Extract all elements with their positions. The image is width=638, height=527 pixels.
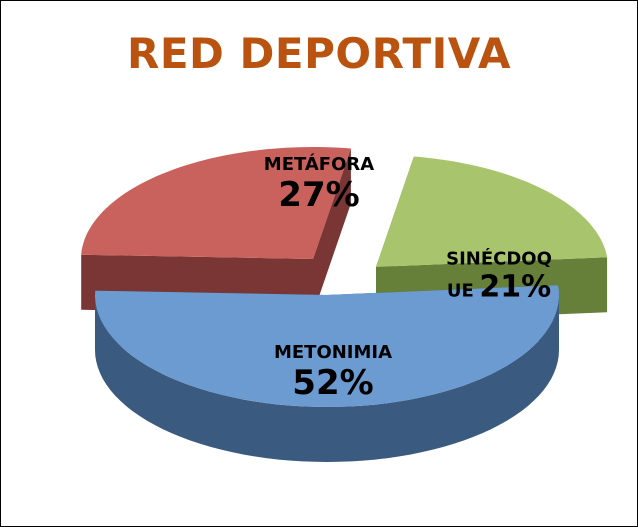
data-label: SINÉCDOQUE 21% xyxy=(442,249,557,304)
value-label: 21% xyxy=(479,269,552,305)
category-label: SINÉCDOQUE xyxy=(446,248,552,302)
slice-side xyxy=(95,295,559,462)
slice xyxy=(95,285,559,407)
category-label: METONIMIA xyxy=(273,342,393,364)
slice xyxy=(376,156,608,267)
slice xyxy=(81,147,351,259)
data-label: METONIMIA 52% xyxy=(233,342,433,403)
data-label: METÁFORA 27% xyxy=(219,154,419,215)
value-label: 27% xyxy=(278,174,360,215)
chart-title: RED DEPORTIVA xyxy=(127,29,511,78)
slice-wall xyxy=(313,148,351,314)
value-label: 52% xyxy=(292,362,374,403)
category-label: METÁFORA xyxy=(263,154,375,176)
